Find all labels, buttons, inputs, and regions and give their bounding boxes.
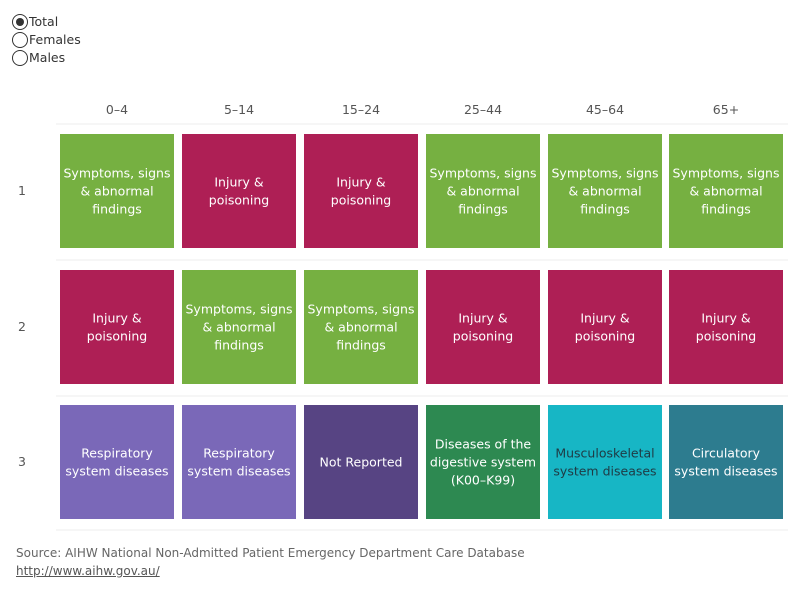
cell-label: Injury & poisoning [575,311,635,344]
cell-block[interactable] [426,405,540,519]
cell-block[interactable] [548,134,662,248]
cell-block[interactable] [182,134,296,248]
cell-block[interactable] [182,270,296,384]
chart: 0–4 5–14 15–24 25–44 45–64 65+ 1 2 3 Symptoms, si… [18,102,788,531]
cell-label: Injury & poisoning [331,175,391,208]
cell-label: Symptoms, signs & abnormal findings [186,302,293,353]
column-header: 25–44 [464,102,502,117]
row-header: 2 [18,319,26,334]
cell-label: Circulatory system diseases [674,446,777,479]
sex-filter: Total Females Males [12,13,81,67]
radio-label: Females [29,32,81,47]
cell-block[interactable] [60,405,174,519]
cell-block[interactable] [304,134,418,248]
radio-option-females[interactable]: Females [12,31,81,49]
row-header: 3 [18,454,26,469]
cell-label: Symptoms, signs & abnormal findings [673,166,780,217]
cell-block[interactable] [669,270,783,384]
cell-block[interactable] [182,405,296,519]
cell-label: Symptoms, signs & abnormal findings [552,166,659,217]
row-header: 1 [18,183,26,198]
cell-label: Symptoms, signs & abnormal findings [308,302,415,353]
radio-label: Males [29,50,66,65]
cell-block[interactable] [669,134,783,248]
cell-label: Symptoms, signs & abnormal findings [64,166,171,217]
cell-label: Symptoms, signs & abnormal findings [430,166,537,217]
column-header: 15–24 [342,102,380,117]
cell-block[interactable] [548,405,662,519]
cell-label: Not Reported [320,455,403,470]
cell-label: Injury & poisoning [453,311,513,344]
cell-block[interactable] [60,270,174,384]
cell-block[interactable] [426,270,540,384]
source-link[interactable]: http://www.aihw.gov.au/ [16,564,160,578]
cell-label: Respiratory system diseases [65,446,168,479]
radio-button-icon[interactable] [12,32,28,48]
radio-button-icon[interactable] [12,14,28,30]
cell-label: Respiratory system diseases [187,446,290,479]
cell-block[interactable] [60,134,174,248]
cell-block[interactable] [548,270,662,384]
source-note: Source: AIHW National Non-Admitted Patie… [16,546,525,560]
radio-option-males[interactable]: Males [12,49,81,67]
radio-option-total[interactable]: Total [12,13,81,31]
column-header: 45–64 [586,102,624,117]
column-header: 0–4 [106,102,128,117]
cell-label: Diseases of the digestive system (K00–K99) [430,437,536,488]
radio-button-icon[interactable] [12,50,28,66]
column-header: 5–14 [224,102,254,117]
cell-block[interactable] [304,405,418,519]
radio-label: Total [29,14,59,29]
column-header: 65+ [713,102,739,117]
cell-label: Injury & poisoning [696,311,756,344]
cell-label: Injury & poisoning [87,311,147,344]
cell-block[interactable] [426,134,540,248]
cell-label: Injury & poisoning [209,175,269,208]
cell-block[interactable] [669,405,783,519]
cell-block[interactable] [304,270,418,384]
cell-label: Musculoskeletal system diseases [553,446,656,479]
